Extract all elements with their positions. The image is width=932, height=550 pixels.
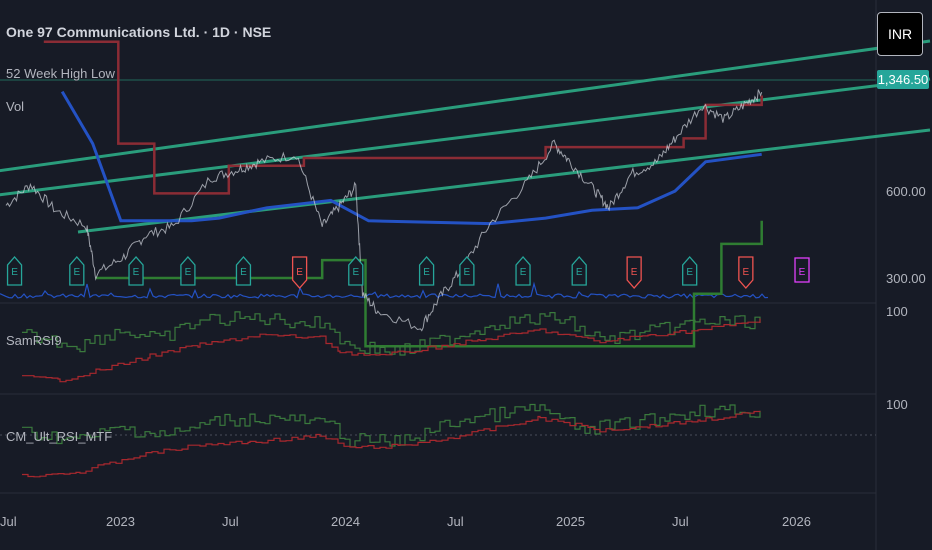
earnings-marker-1[interactable]: E (6, 256, 23, 286)
svg-text:E: E (73, 267, 80, 278)
earnings-marker-13[interactable]: E (682, 256, 698, 286)
y-tick-300: 300.00 (886, 271, 926, 286)
svg-text:E: E (631, 267, 638, 278)
earnings-marker-10[interactable]: E (515, 256, 531, 286)
x-tick-jul-2022: Jul (0, 514, 17, 529)
x-tick-jul-2023: Jul (222, 514, 239, 529)
last-price-tag: 1,346.50 (877, 70, 929, 89)
samrsi-pane (22, 311, 761, 383)
cm-tick-100: 100 (886, 397, 908, 412)
svg-text:E: E (423, 267, 430, 278)
svg-text:E: E (240, 267, 247, 278)
chart-title: One 97 Communications Ltd. · 1D · NSE (6, 24, 272, 40)
earnings-marker-7[interactable]: E (348, 256, 364, 286)
price-path (5, 89, 763, 332)
low-band-path (60, 90, 762, 226)
svg-text:E: E (133, 267, 140, 278)
svg-text:E: E (296, 267, 303, 278)
x-tick-2026: 2026 (782, 514, 811, 529)
rsi-pane-label[interactable]: SamRSI9 (6, 333, 62, 348)
svg-text:E: E (576, 267, 583, 278)
earnings-marker-5[interactable]: E (235, 256, 252, 286)
svg-text:E: E (520, 267, 527, 278)
svg-text:E: E (11, 267, 18, 278)
earnings-marker-11[interactable]: E (571, 256, 587, 286)
cm-pane-label[interactable]: CM_Ult_RSI_MTF (6, 429, 113, 444)
channel-line-1[interactable] (0, 77, 931, 197)
earnings-marker-9[interactable]: E (459, 256, 475, 286)
volume-path (0, 281, 769, 299)
x-tick-2025: 2025 (556, 514, 585, 529)
channel-line-3[interactable] (77, 128, 931, 234)
rsi-tick-100: 100 (886, 304, 908, 319)
cm-red-line (22, 410, 761, 478)
indicator-vol-label[interactable]: Vol (6, 99, 25, 114)
x-tick-2023: 2023 (106, 514, 135, 529)
samrsi-red-line (22, 318, 761, 383)
earnings-marker-14[interactable]: E (738, 256, 754, 289)
x-tick-2024: 2024 (331, 514, 360, 529)
cm-green-line (22, 403, 761, 448)
x-tick-jul-2025: Jul (672, 514, 689, 529)
earnings-marker-2[interactable]: E (69, 256, 85, 286)
cm-rsi-pane (22, 403, 761, 478)
volume-line (0, 281, 769, 299)
svg-text:E: E (464, 267, 471, 278)
samrsi-green-line (22, 311, 761, 356)
earnings-marker-12[interactable]: E (626, 256, 642, 289)
svg-text:E: E (743, 267, 750, 278)
price-series (5, 89, 763, 332)
high-52w-line (43, 40, 763, 195)
y-tick-600: 600.00 (886, 184, 926, 199)
x-tick-jul-2024: Jul (447, 514, 464, 529)
earnings-marker-4[interactable]: E (180, 256, 196, 286)
svg-text:E: E (799, 267, 806, 278)
channel-line-2[interactable] (0, 39, 931, 173)
svg-text:E: E (686, 267, 693, 278)
currency-button[interactable]: INR (877, 12, 923, 56)
trend-channel[interactable] (0, 39, 931, 234)
indicator-52w-label[interactable]: 52 Week High Low (6, 66, 115, 81)
low-52w-path (95, 220, 763, 348)
low-52w-line (95, 220, 763, 348)
high-52w-path (43, 40, 763, 195)
svg-text:E: E (185, 267, 192, 278)
earnings-marker-6[interactable]: E (291, 256, 308, 289)
earnings-marker-3[interactable]: E (128, 256, 144, 286)
earnings-marker-8[interactable]: E (418, 256, 435, 286)
low-band-line (60, 90, 762, 226)
earnings-marker-15[interactable]: E (794, 257, 810, 283)
svg-text:E: E (352, 267, 359, 278)
